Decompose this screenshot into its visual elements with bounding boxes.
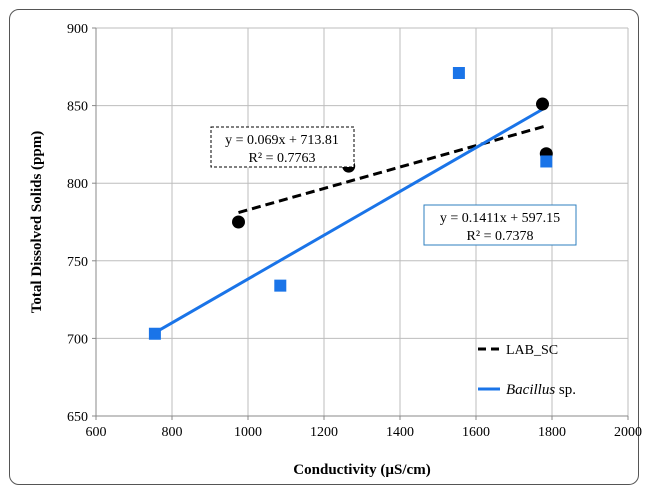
point-lab-sc <box>536 97 549 111</box>
y-tick-labels: 650 700 750 800 850 900 <box>67 22 96 425</box>
lab-sc-equation: y = 0.069x + 713.81 <box>225 133 339 148</box>
bacillus-r2: R² = 0.7378 <box>467 229 534 244</box>
y-tick-label: 900 <box>67 22 88 37</box>
axes <box>95 28 628 417</box>
point-bacillus <box>274 279 287 292</box>
y-tick-label: 750 <box>67 255 88 270</box>
legend-label-bacillus-rest: sp. <box>555 382 576 398</box>
x-tick-labels: 600 800 1000 1200 1400 1600 1800 2000 <box>86 416 642 440</box>
x-tick-label: 1200 <box>310 425 338 440</box>
y-tick-label: 800 <box>67 177 88 192</box>
legend-label-bacillus-italic: Bacillus <box>506 382 555 398</box>
point-bacillus <box>452 67 465 80</box>
legend: LAB_SC Bacillus sp. <box>478 343 576 398</box>
legend-label-lab-sc: LAB_SC <box>506 343 558 358</box>
bacillus-equation-box: y = 0.1411x + 597.15 R² = 0.7378 <box>423 204 577 246</box>
trendline-bacillus <box>154 105 548 334</box>
point-lab-sc <box>232 215 245 229</box>
x-tick-label: 1600 <box>462 425 490 440</box>
legend-item-lab-sc: LAB_SC <box>478 343 558 358</box>
gridlines <box>96 27 629 416</box>
x-tick-label: 2000 <box>614 425 642 440</box>
x-axis-label: Conductivity (µS/cm) <box>293 462 430 478</box>
data-points <box>148 67 553 340</box>
point-bacillus <box>148 327 161 340</box>
x-tick-label: 1400 <box>386 425 414 440</box>
y-axis-label: Total Dissolved Solids (ppm) <box>29 131 45 313</box>
y-tick-label: 700 <box>67 332 88 347</box>
trendlines <box>154 105 548 334</box>
bacillus-equation: y = 0.1411x + 597.15 <box>440 211 560 226</box>
x-tick-label: 1000 <box>234 425 262 440</box>
lab-sc-r2: R² = 0.7763 <box>249 151 316 166</box>
x-tick-label: 800 <box>162 425 183 440</box>
x-tick-label: 1800 <box>538 425 566 440</box>
x-tick-label: 600 <box>86 425 107 440</box>
point-bacillus <box>540 155 553 168</box>
legend-label-bacillus: Bacillus sp. <box>506 382 576 398</box>
y-tick-label: 650 <box>67 410 88 425</box>
trendline-lab-sc <box>238 124 547 214</box>
legend-item-bacillus: Bacillus sp. <box>478 382 576 398</box>
lab-sc-equation-box: y = 0.069x + 713.81 R² = 0.7763 <box>210 126 355 168</box>
y-tick-label: 850 <box>67 100 88 115</box>
